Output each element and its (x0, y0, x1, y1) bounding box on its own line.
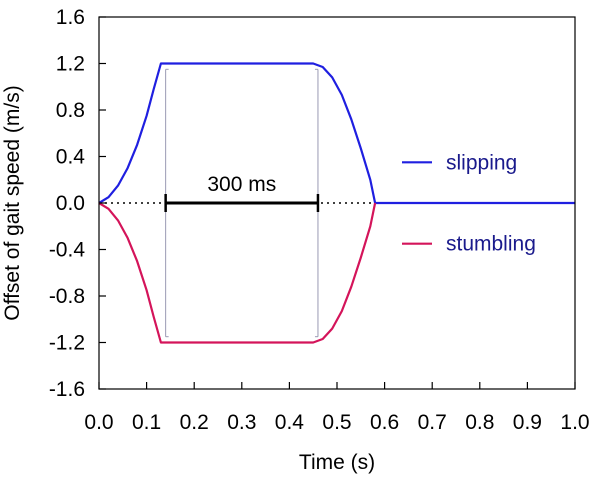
series-line-stumbling (98, 202, 377, 344)
y-tick-label: -1.6 (49, 378, 85, 401)
legend: slipping stumbling (402, 151, 536, 256)
chart-ticks-layer: 0.0 0.1 0.2 0.3 0.4 0.5 0.6 0.7 0.8 0.9 1.0 -1.6 -1.… (49, 6, 590, 434)
x-axis-title: Time (s) (299, 451, 375, 474)
legend-label-stumbling: stumbling (446, 233, 536, 256)
y-tick-label: -1.2 (49, 332, 85, 355)
y-tick-label: -0.8 (49, 285, 85, 308)
x-tick-label: 0.2 (180, 411, 209, 434)
y-tick-label: 0.4 (56, 146, 86, 169)
legend-label-slipping: slipping (446, 151, 517, 174)
x-tick-label: 0.1 (132, 411, 161, 434)
y-tick-label: -0.4 (49, 239, 86, 262)
x-tick-label: 0.6 (370, 411, 399, 434)
x-tick-label: 0.8 (465, 411, 494, 434)
y-tick-label: 1.2 (56, 53, 85, 76)
x-tick-label: 1.0 (560, 411, 589, 434)
y-tick-label: 1.6 (56, 6, 85, 29)
y-tick-label: 0.8 (56, 99, 85, 122)
x-tick-label: 0.7 (418, 411, 447, 434)
duration-label: 300 ms (207, 173, 276, 196)
x-tick-label: 0.3 (227, 411, 256, 434)
y-tick-label: 0.0 (56, 192, 85, 215)
x-tick-label: 0.4 (275, 411, 305, 434)
y-axis-title: Offset of gait speed (m/s) (1, 85, 24, 320)
duration-annotation: 300 ms (164, 173, 320, 212)
x-tick-label: 0.9 (513, 411, 542, 434)
x-tick-label: 0.5 (322, 411, 351, 434)
series-line-slipping (98, 62, 575, 205)
x-tick-label: 0.0 (84, 411, 113, 434)
